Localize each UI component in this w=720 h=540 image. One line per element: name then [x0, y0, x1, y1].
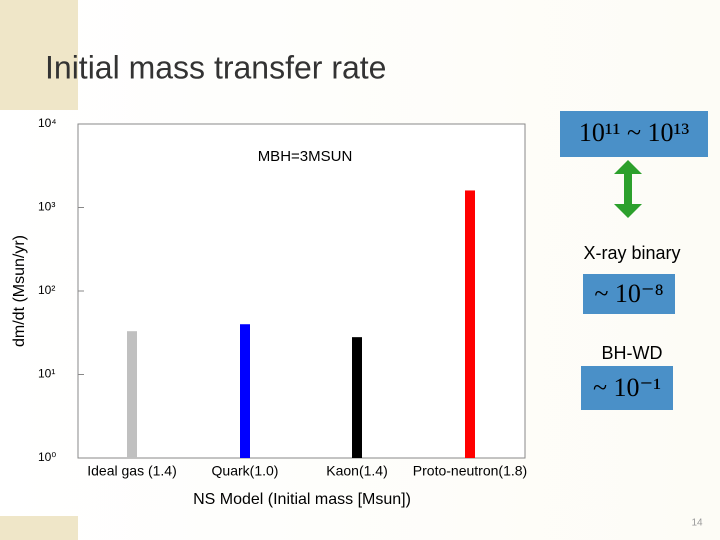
decoration [0, 516, 78, 540]
bar [352, 337, 362, 458]
annotation: MBH=3MSUN [258, 148, 353, 165]
y-tick-label: 10² [38, 283, 55, 297]
box [560, 111, 708, 157]
y-tick-label: 10³ [38, 200, 55, 214]
x-tick-label: Quark(1.0) [212, 463, 279, 479]
x-axis-title: NS Model (Initial mass [Msun]) [193, 491, 411, 508]
y-tick-label: 10⁰ [38, 450, 56, 464]
arrow-head [614, 160, 642, 174]
page-number: 14 [691, 518, 703, 529]
y-tick-label: 10⁴ [38, 116, 57, 130]
y-axis-title: dm/dt (Msun/yr) [11, 235, 28, 347]
math-box: ~ 10⁻¹ [593, 373, 661, 402]
decoration [0, 0, 78, 110]
y-tick-label: 10¹ [38, 367, 55, 381]
slide-title: Initial mass transfer rate [45, 49, 386, 85]
x-tick-label: Ideal gas (1.4) [87, 463, 177, 479]
box [581, 366, 673, 410]
label: X-ray binary [583, 243, 680, 263]
arrow-head [614, 204, 642, 218]
bar [465, 190, 475, 458]
plot-frame [77, 123, 526, 459]
label: BH-WD [602, 343, 663, 363]
math-box: ~ 10⁻⁸ [594, 279, 663, 308]
box [583, 274, 675, 314]
bar [240, 324, 250, 458]
x-tick-label: Proto-neutron(1.8) [413, 463, 527, 479]
math-box: 10¹¹ ~ 10¹³ [579, 118, 689, 147]
x-tick-label: Kaon(1.4) [326, 463, 387, 479]
bar [127, 331, 137, 458]
